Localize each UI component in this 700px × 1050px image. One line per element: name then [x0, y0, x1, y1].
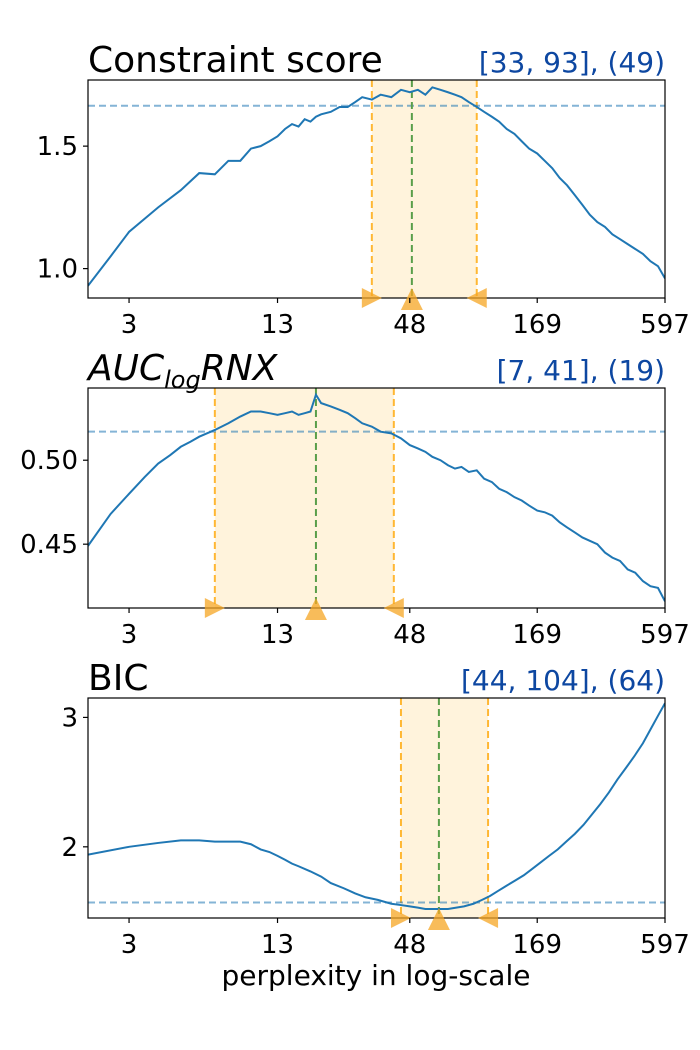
chart-panel-3: 3 13 48 169 597 2 3 BIC [44, 104], (64) — [61, 658, 689, 960]
range-start-marker — [361, 288, 382, 308]
y-tick-label: 3 — [61, 703, 78, 733]
x-tick-label: 13 — [261, 620, 294, 650]
x-tick-label: 169 — [512, 620, 562, 650]
x-tick-label: 13 — [261, 310, 294, 340]
chart-panel-1: 3 13 48 169 597 1.0 1.5 Constraint score [33, 93… — [37, 40, 690, 340]
range-start-marker — [204, 598, 225, 618]
chart-title: Constraint score — [88, 40, 383, 81]
chart-title: AUClogRNX — [86, 348, 279, 394]
range-label: [7, 41], (19) — [497, 354, 665, 387]
center-marker — [427, 908, 450, 930]
series-line-1 — [88, 702, 665, 910]
chart-title: BIC — [88, 658, 148, 699]
range-start-marker — [390, 908, 411, 928]
y-tick-label: 0.45 — [20, 530, 78, 560]
x-axis-label: perplexity in log-scale — [222, 959, 531, 992]
range-end-marker — [478, 908, 499, 928]
x-tick-label: 169 — [512, 930, 562, 960]
x-tick-label: 597 — [640, 310, 690, 340]
range-band — [400, 698, 489, 918]
center-marker — [400, 288, 423, 310]
y-tick-label: 1.5 — [37, 132, 78, 162]
x-tick-label: 3 — [121, 620, 138, 650]
y-tick-label: 1.0 — [37, 255, 78, 285]
x-tick-label: 3 — [121, 930, 138, 960]
x-tick-label: 597 — [640, 620, 690, 650]
x-tick-label: 48 — [393, 620, 426, 650]
plot-frame — [87, 387, 666, 609]
x-tick-label: 597 — [640, 930, 690, 960]
y-tick-label: 2 — [61, 833, 78, 863]
range-end-marker — [466, 288, 487, 308]
x-tick-label: 13 — [261, 930, 294, 960]
x-tick-label: 3 — [121, 310, 138, 340]
range-end-marker — [383, 598, 404, 618]
series-line-1 — [88, 392, 665, 602]
x-tick-label: 48 — [393, 310, 426, 340]
plot-frame — [87, 697, 666, 919]
x-tick-label: 169 — [512, 310, 562, 340]
y-tick-label: 0.50 — [20, 446, 78, 476]
x-tick-label: 48 — [393, 930, 426, 960]
range-label: [44, 104], (64) — [461, 664, 665, 697]
series-line-1 — [88, 86, 665, 287]
range-band — [371, 80, 477, 298]
chart-panel-2: 3 13 48 169 597 0.45 0.50 AUClogRNX [7, 41], (19… — [20, 348, 690, 650]
range-band — [214, 388, 394, 608]
center-marker — [304, 598, 327, 620]
range-label: [33, 93], (49) — [479, 46, 665, 79]
